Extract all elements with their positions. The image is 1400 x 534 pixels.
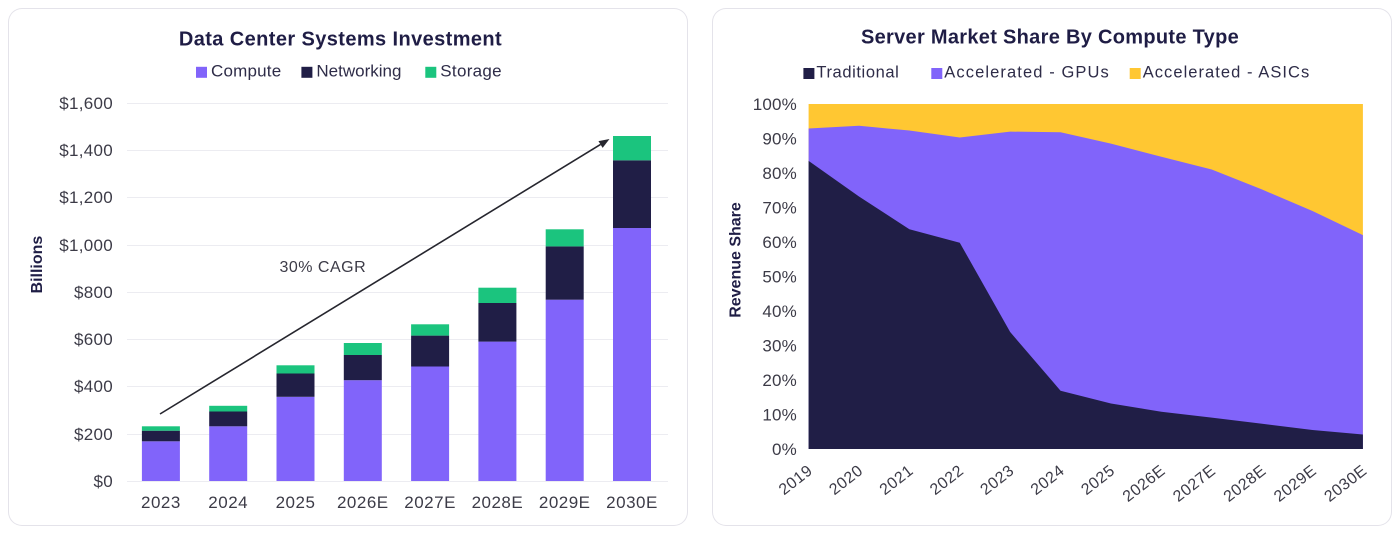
svg-text:Billions: Billions (29, 236, 46, 294)
svg-text:2028E: 2028E (472, 493, 524, 512)
svg-text:100%: 100% (753, 95, 797, 114)
svg-text:Storage: Storage (440, 62, 502, 81)
svg-text:Revenue Share: Revenue Share (728, 202, 745, 318)
svg-text:2019: 2019 (776, 462, 816, 499)
svg-text:2026E: 2026E (1120, 462, 1169, 505)
svg-text:$800: $800 (74, 283, 113, 302)
svg-text:2024: 2024 (208, 493, 248, 512)
svg-text:2023: 2023 (978, 462, 1018, 499)
svg-text:2030E: 2030E (606, 493, 658, 512)
svg-text:$1,600: $1,600 (59, 94, 113, 113)
svg-text:Traditional: Traditional (816, 64, 899, 82)
svg-text:2021: 2021 (877, 462, 917, 499)
svg-text:2020: 2020 (826, 462, 866, 499)
svg-text:2023: 2023 (141, 493, 181, 512)
svg-text:$1,000: $1,000 (59, 236, 113, 255)
svg-text:Accelerated - GPUs: Accelerated - GPUs (944, 64, 1110, 82)
svg-text:60%: 60% (762, 233, 797, 252)
svg-text:Networking: Networking (316, 62, 401, 81)
svg-text:2026E: 2026E (337, 493, 389, 512)
svg-text:$200: $200 (74, 425, 113, 444)
svg-text:2022: 2022 (927, 462, 967, 499)
svg-text:Accelerated - ASICs: Accelerated - ASICs (1143, 64, 1311, 82)
svg-text:Compute: Compute (211, 62, 281, 81)
svg-text:70%: 70% (762, 199, 797, 218)
svg-text:2030E: 2030E (1321, 462, 1370, 505)
svg-text:30% CAGR: 30% CAGR (279, 259, 366, 276)
svg-text:50%: 50% (762, 268, 797, 287)
svg-text:10%: 10% (762, 406, 797, 425)
svg-text:80%: 80% (762, 164, 797, 183)
svg-text:2029E: 2029E (1271, 462, 1320, 505)
svg-text:$600: $600 (74, 330, 113, 349)
svg-text:20%: 20% (762, 371, 797, 390)
svg-text:$1,200: $1,200 (59, 188, 113, 207)
svg-text:2027E: 2027E (1170, 462, 1219, 505)
svg-text:$0: $0 (93, 472, 113, 491)
svg-text:0%: 0% (772, 440, 797, 459)
svg-text:2028E: 2028E (1221, 462, 1270, 505)
svg-text:2029E: 2029E (539, 493, 591, 512)
svg-text:2025: 2025 (276, 493, 316, 512)
svg-text:$1,400: $1,400 (59, 141, 113, 160)
svg-text:2027E: 2027E (404, 493, 456, 512)
svg-text:2025: 2025 (1078, 462, 1118, 499)
svg-text:2024: 2024 (1028, 462, 1068, 499)
svg-text:90%: 90% (762, 130, 797, 149)
svg-text:Data Center Systems Investment: Data Center Systems Investment (179, 29, 502, 51)
svg-text:$400: $400 (74, 377, 113, 396)
svg-text:30%: 30% (762, 337, 797, 356)
svg-text:40%: 40% (762, 302, 797, 321)
svg-text:Server Market Share By Compute: Server Market Share By Compute Type (861, 27, 1239, 49)
